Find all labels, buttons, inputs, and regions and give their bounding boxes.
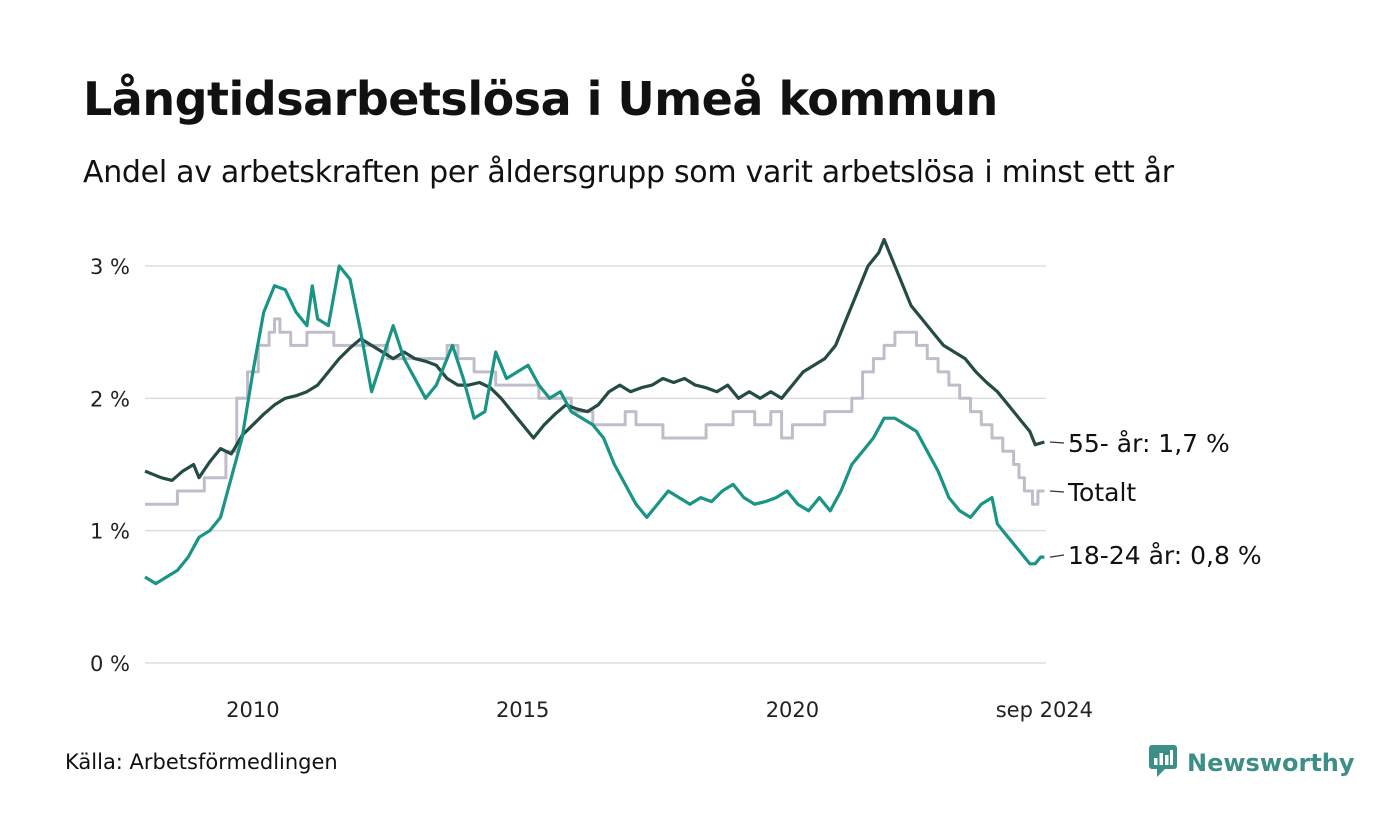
source-note: Källa: Arbetsförmedlingen [65, 750, 338, 774]
series-end-label: 18-24 år: 0,8 % [1068, 541, 1262, 570]
series-end-labels: Totalt 55- år: 1,7 % 18-24 år: 0,8 % [1049, 429, 1262, 570]
chart-title: Långtidsarbetslösa i Umeå kommun [83, 72, 998, 126]
y-tick-label: 1 % [90, 520, 130, 544]
series-end-label: 55- år: 1,7 % [1068, 429, 1230, 458]
brand-name: Newsworthy [1187, 749, 1355, 777]
label-connector [1049, 490, 1065, 493]
x-tick-label: 2015 [496, 698, 549, 722]
y-tick-label: 3 % [90, 255, 130, 279]
brand-logo[interactable]: Newsworthy [1148, 744, 1355, 782]
y-tick-label: 0 % [90, 652, 130, 676]
series-end-label: Totalt [1067, 478, 1136, 507]
x-axis-tick-labels: 2010 2015 2020 sep 2024 [226, 698, 1093, 722]
x-tick-label: 2020 [766, 698, 819, 722]
series-line [144, 237, 1045, 482]
label-connector [1049, 441, 1065, 444]
x-tick-label: 2010 [226, 698, 279, 722]
y-tick-label: 2 % [90, 387, 130, 411]
series-lines [144, 237, 1045, 586]
x-tick-label: sep 2024 [996, 698, 1093, 722]
label-connector [1049, 554, 1065, 558]
series-line [145, 317, 1045, 506]
chart-subtitle: Andel av arbetskraften per åldersgrupp s… [83, 155, 1174, 190]
series-line [144, 264, 1045, 586]
newsworthy-logo-icon [1148, 744, 1178, 782]
y-axis-tick-labels: 0 % 1 % 2 % 3 % [90, 255, 130, 676]
